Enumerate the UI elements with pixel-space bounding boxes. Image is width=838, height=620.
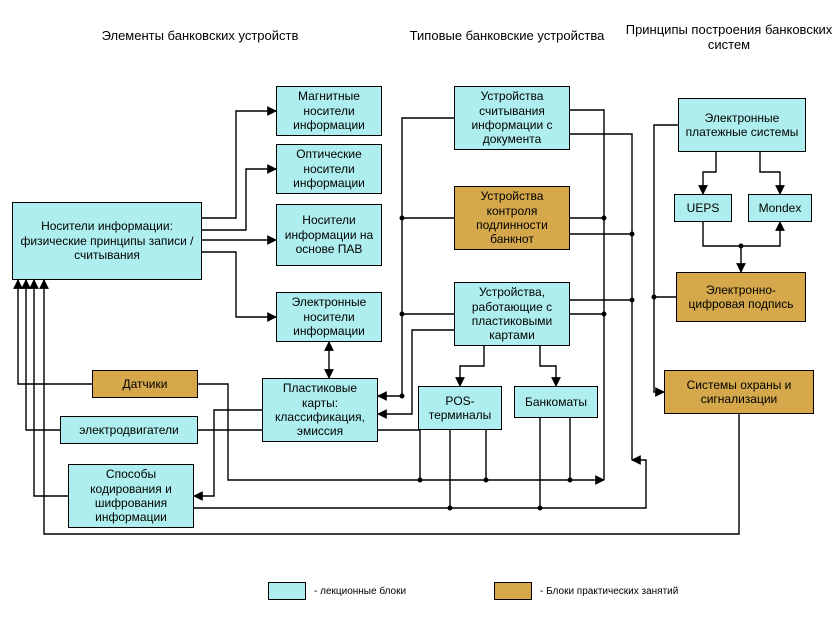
- node-electronic: Электронные носители информации: [276, 292, 382, 342]
- edge: [460, 346, 484, 386]
- node-carriers: Носители информации: физические принципы…: [12, 202, 202, 280]
- node-ueps: UEPS: [674, 194, 732, 222]
- junction-dot: [418, 478, 423, 483]
- node-encoding: Способы кодирования и шифрования информа…: [68, 464, 194, 528]
- edge: [654, 125, 678, 392]
- junction-dot: [630, 232, 635, 237]
- legend-item: - лекционные блоки: [268, 582, 406, 600]
- edge: [703, 222, 741, 246]
- edge: [540, 346, 556, 386]
- node-pos: POS-терминалы: [418, 386, 502, 430]
- junction-dot: [568, 478, 573, 483]
- column-header: Элементы банковских устройств: [80, 28, 320, 43]
- edge: [760, 152, 780, 194]
- edge: [18, 280, 92, 384]
- node-edsig: Электронно-цифровая подпись: [676, 272, 806, 322]
- edge: [34, 280, 68, 496]
- junction-dot: [739, 244, 744, 249]
- node-motors: электродвигатели: [60, 416, 198, 444]
- edge: [378, 118, 454, 396]
- edge: [202, 252, 276, 317]
- junction-dot: [602, 312, 607, 317]
- node-authenticity: Устройства контроля подлинности банкнот: [454, 186, 570, 250]
- node-readers: Устройства считывания информации с докум…: [454, 86, 570, 150]
- junction-dot: [484, 478, 489, 483]
- column-header: Типовые банковские устройства: [392, 28, 622, 43]
- junction-dot: [630, 298, 635, 303]
- junction-dot: [602, 216, 607, 221]
- edge: [26, 280, 60, 430]
- node-eps: Электронные платежные системы: [678, 98, 806, 152]
- column-header: Принципы построения банковских систем: [620, 22, 838, 52]
- edge: [741, 222, 780, 272]
- legend-swatch: [268, 582, 306, 600]
- legend-item: - Блоки практических занятий: [494, 582, 678, 600]
- node-plastic: Пластиковые карты: классификация, эмисси…: [262, 378, 378, 442]
- edge: [570, 110, 604, 480]
- legend-label: - Блоки практических занятий: [540, 586, 678, 597]
- node-cardwork: Устройства, работающие с пластиковыми ка…: [454, 282, 570, 346]
- node-magnetic: Магнитные носители информации: [276, 86, 382, 136]
- junction-dot: [652, 295, 657, 300]
- legend-label: - лекционные блоки: [314, 586, 406, 597]
- node-optical: Оптические носители информации: [276, 144, 382, 194]
- legend-swatch: [494, 582, 532, 600]
- edge: [194, 410, 262, 496]
- edge: [194, 460, 646, 508]
- node-paw: Носители информации на основе ПАВ: [276, 204, 382, 266]
- node-security: Системы охраны и сигнализации: [664, 370, 814, 414]
- junction-dot: [400, 216, 405, 221]
- junction-dot: [400, 394, 405, 399]
- edge: [202, 169, 276, 230]
- edge: [703, 152, 716, 194]
- node-atm: Банкоматы: [514, 386, 598, 418]
- junction-dot: [400, 312, 405, 317]
- edge: [202, 111, 276, 218]
- node-mondex: Mondex: [748, 194, 812, 222]
- node-sensors: Датчики: [92, 370, 198, 398]
- junction-dot: [538, 506, 543, 511]
- junction-dot: [448, 506, 453, 511]
- flowchart-diagram: Элементы банковских устройств Типовые бан…: [0, 0, 838, 620]
